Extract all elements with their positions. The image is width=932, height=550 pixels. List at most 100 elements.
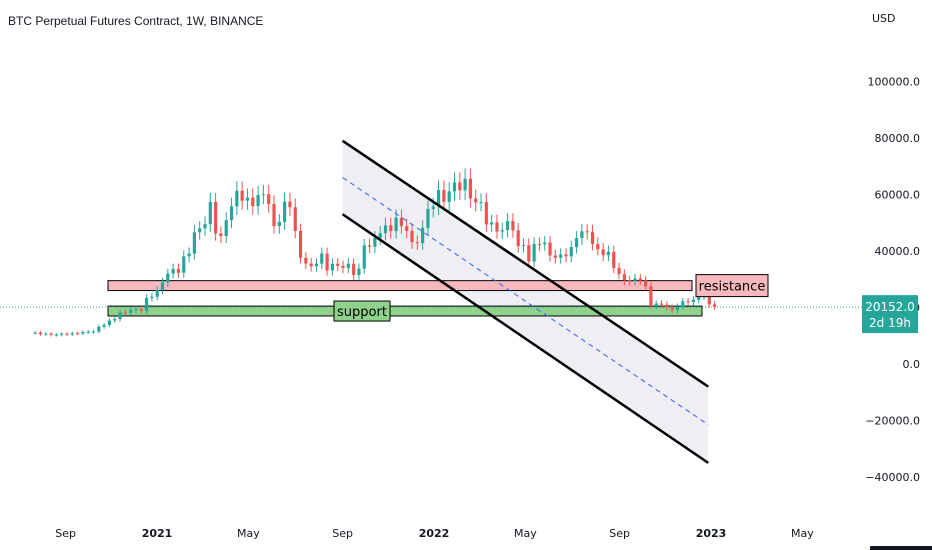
channel-fill [342, 140, 709, 463]
candle-body [670, 307, 674, 310]
candle-body [569, 247, 573, 257]
x-tick-label: Sep [332, 527, 353, 540]
candle-body [516, 230, 520, 247]
candle-body [182, 256, 186, 273]
candle-body [436, 189, 441, 207]
candle-body [681, 301, 685, 307]
candle-body [341, 265, 345, 268]
candle-body [532, 243, 536, 262]
x-tick-label: Sep [55, 527, 76, 540]
candle-body [134, 309, 138, 311]
zone-labels: resistance support [333, 274, 769, 322]
y-tick-label: 40000.0 [875, 245, 921, 258]
candle-body [144, 297, 149, 311]
candle-body [272, 204, 276, 227]
candle-body [394, 217, 398, 232]
y-tick-label: 60000.0 [875, 189, 921, 202]
x-tick-label: May [237, 527, 260, 540]
price-tag: 20152.0 2d 19h [862, 295, 918, 334]
candle-body [33, 332, 37, 334]
candle-body [628, 280, 632, 282]
candle-body [410, 230, 414, 243]
candle-body [330, 263, 334, 271]
candle-body [203, 224, 207, 229]
candle-body [224, 220, 228, 237]
candle-body [580, 231, 584, 239]
candle-body [548, 242, 552, 256]
candles [33, 168, 717, 337]
candle-body [463, 178, 467, 191]
candle-body [277, 221, 281, 227]
y-tick-label: −40000.0 [865, 471, 920, 484]
candle-body [521, 245, 526, 247]
candle-body [187, 253, 191, 257]
candle-body [617, 267, 621, 275]
candle-body [240, 190, 244, 201]
candle-body [707, 295, 711, 305]
candle-body [192, 232, 196, 254]
candle-body [389, 225, 393, 232]
candle-body [235, 190, 239, 207]
candle-body [490, 222, 494, 225]
candle-body [590, 232, 595, 244]
candle-body [574, 238, 579, 248]
candle-body [176, 268, 181, 273]
candle-body [155, 289, 159, 297]
resistance-label-box [695, 274, 769, 298]
candle-body [405, 226, 409, 231]
candle-body [75, 333, 80, 335]
y-tick-label: 100000.0 [868, 76, 921, 89]
zones [0, 280, 862, 317]
y-tick-label: 0.0 [903, 358, 921, 371]
candle-body [484, 202, 488, 225]
candle-body [256, 195, 260, 207]
candle-body [44, 333, 48, 335]
candle-body [107, 320, 112, 326]
candle-body [452, 182, 457, 192]
candle-body [612, 251, 616, 268]
candle-body [654, 303, 658, 307]
channel-lower-line [341, 213, 709, 464]
candle-body [81, 332, 85, 334]
candle-body [113, 319, 117, 321]
x-tick-label: 2023 [696, 527, 727, 540]
chart-title: BTC Perpetual Futures Contract, 1W, BINA… [8, 14, 264, 28]
candle-body [102, 325, 106, 327]
candle-body [314, 263, 319, 267]
candle-body [171, 268, 175, 274]
candle-body [495, 222, 499, 232]
candle-body [505, 221, 510, 231]
axis-corner-bar [870, 546, 932, 550]
candle-body [527, 245, 531, 262]
candle-body [537, 243, 542, 245]
candle-body [129, 309, 133, 313]
candle-body [362, 245, 366, 269]
candle-body [293, 207, 297, 231]
candle-body [373, 238, 377, 247]
candle-body [500, 230, 504, 232]
x-tick-label: May [514, 527, 537, 540]
candle-body [251, 197, 255, 207]
time-axis[interactable]: Sep 2021 May Sep 2022 May Sep 2023 May [55, 527, 932, 550]
candle-body [421, 227, 425, 244]
candle-body [713, 304, 717, 307]
x-tick-label: May [791, 527, 814, 540]
candle-body [346, 263, 350, 268]
candle-body [352, 263, 356, 276]
candle-body [309, 263, 313, 267]
candle-body [320, 253, 324, 264]
price-axis[interactable]: USD100000.080000.060000.040000.020000.00… [865, 12, 920, 484]
price-tag-value: 20152.0 [865, 300, 915, 314]
candle-body [601, 249, 605, 256]
candle-body [160, 282, 165, 290]
channel-midline [342, 177, 709, 426]
candle-body [208, 201, 212, 225]
y-tick-label: 80000.0 [875, 132, 921, 145]
x-tick-label: Sep [609, 527, 630, 540]
candle-body [298, 230, 303, 258]
candle-body [426, 208, 430, 228]
candle-body [686, 301, 690, 303]
candle-body [665, 304, 669, 308]
candle-body [49, 333, 53, 335]
